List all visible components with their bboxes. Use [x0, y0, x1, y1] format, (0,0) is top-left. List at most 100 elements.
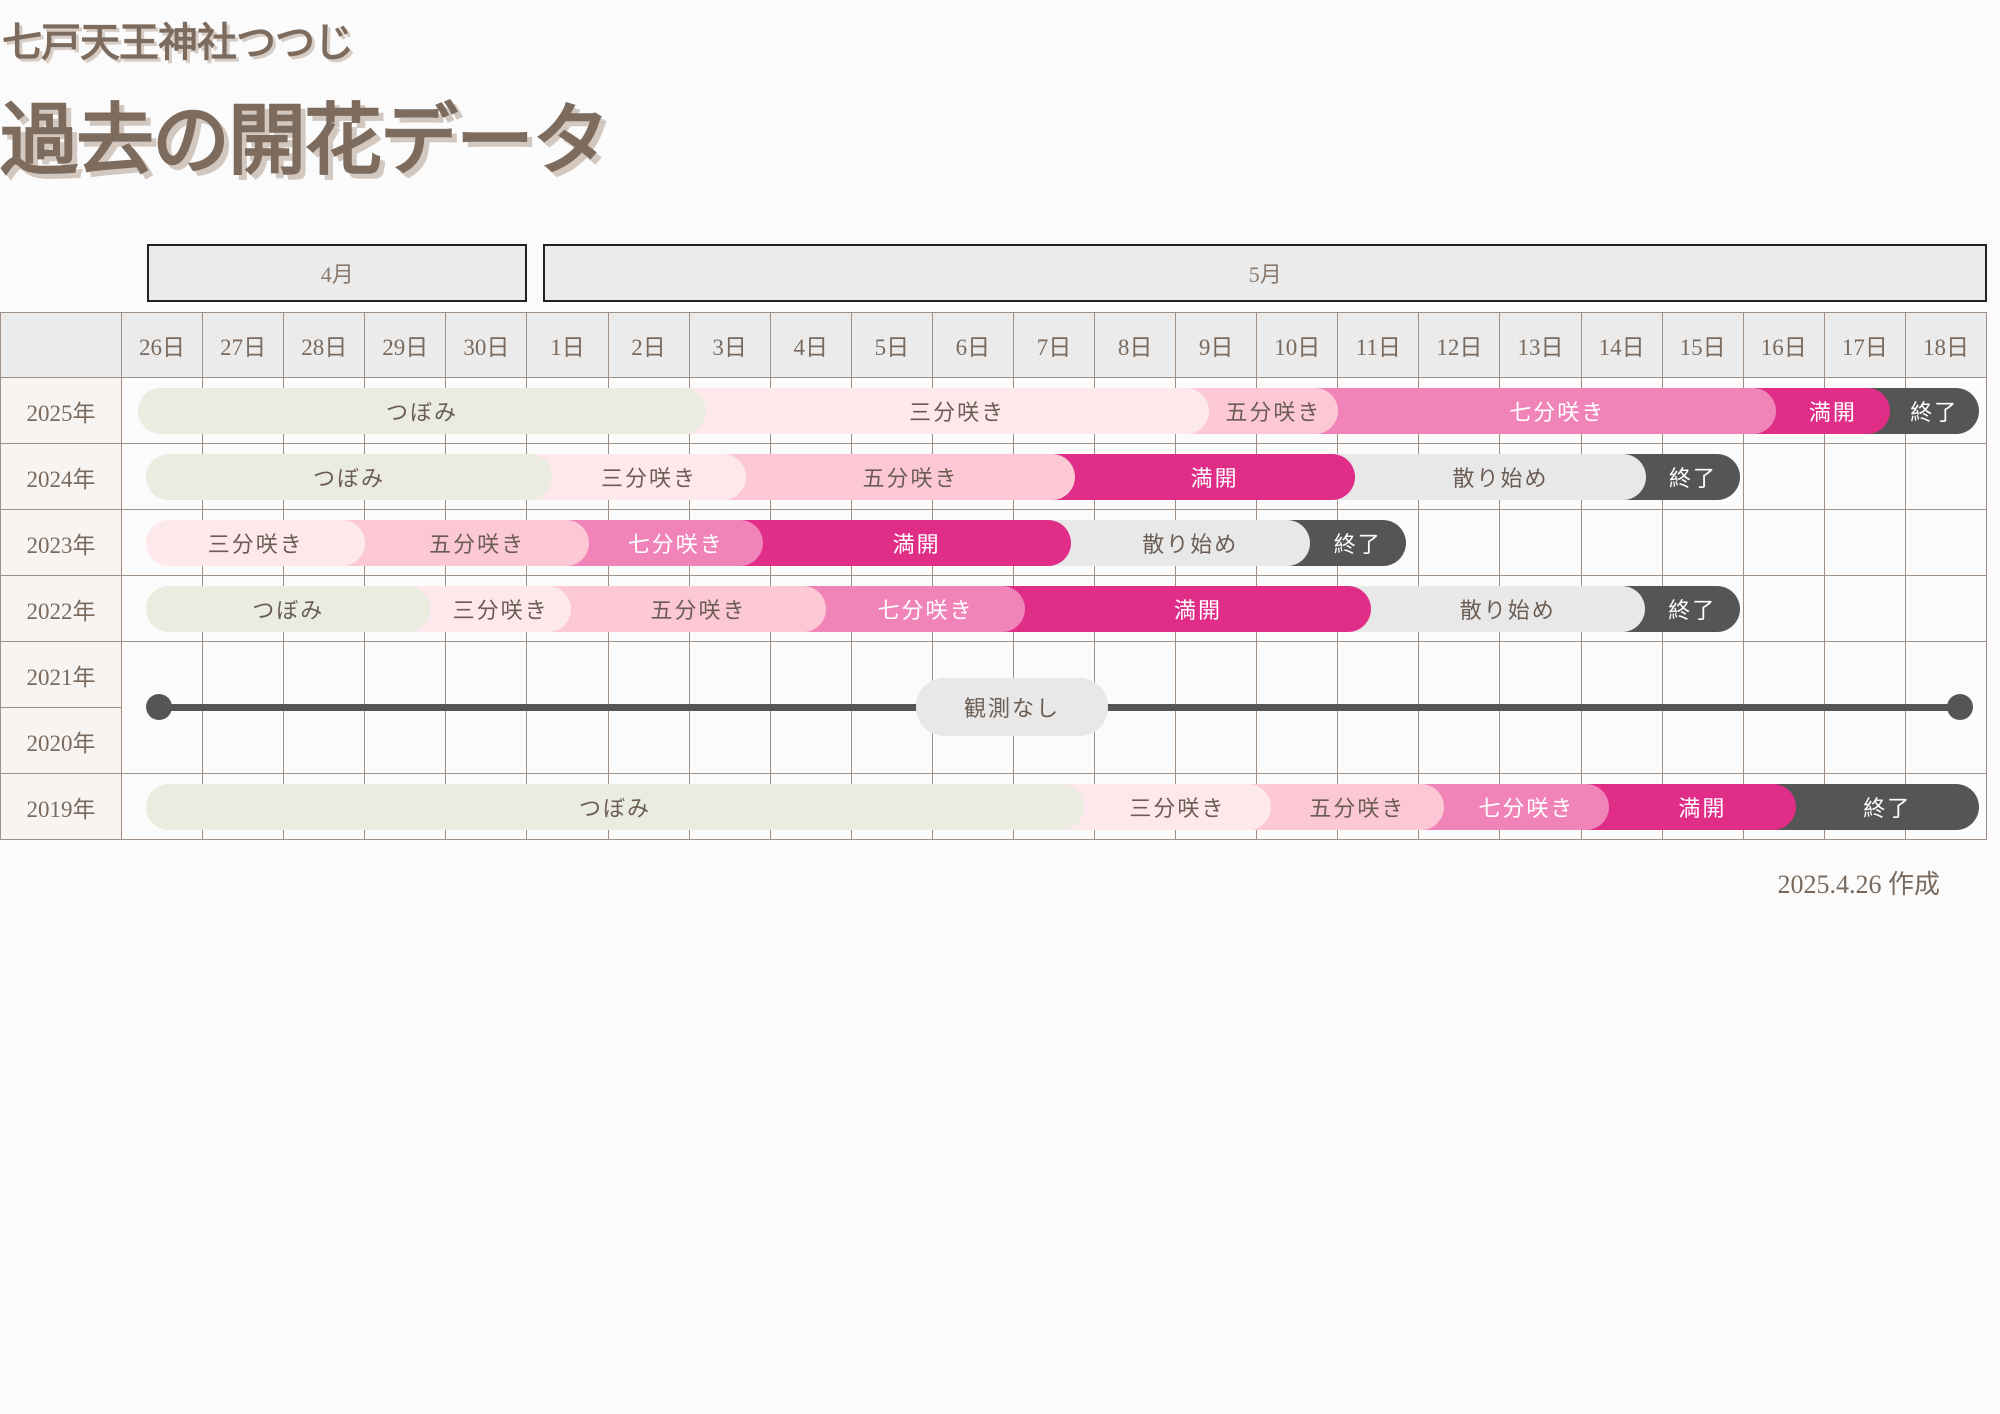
bar-segment: 三分咲き	[1053, 784, 1271, 830]
day-header: 18日	[1905, 312, 1987, 378]
bar-segment: 五分咲き	[335, 520, 590, 566]
segment-label: つぼみ	[385, 401, 459, 426]
grid-cell	[1257, 642, 1339, 708]
grid-cell	[851, 708, 933, 774]
bar-segment: 七分咲き	[1413, 784, 1610, 830]
grid-cell	[1014, 642, 1096, 708]
grid-cell	[1013, 708, 1096, 774]
grid-cell	[1824, 708, 1906, 774]
grid-cell	[689, 708, 771, 774]
bar-segment: 満開	[1044, 454, 1355, 500]
bar-segment: 終了	[1765, 784, 1979, 830]
segment-label: 終了	[1863, 797, 1912, 822]
grid-cell	[1500, 642, 1582, 708]
grid-cell	[1500, 708, 1582, 774]
grid-cell	[1419, 510, 1501, 576]
grid-cell	[1662, 510, 1744, 576]
grid-cell	[1338, 510, 1420, 576]
grid-cell	[1744, 642, 1825, 708]
segment-label: つぼみ	[252, 599, 325, 624]
day-header: 11日	[1338, 312, 1420, 378]
grid-cell	[1419, 642, 1501, 708]
page-title: 過去の開花データ	[0, 95, 610, 186]
bar-segment: 七分咲き	[1308, 388, 1777, 434]
day-header: 8日	[1095, 312, 1177, 378]
segment-label: 七分咲き	[877, 599, 974, 624]
segment-label: 散り始め	[1142, 533, 1239, 558]
grid-cell	[446, 708, 528, 774]
year-label: 2025年	[0, 378, 122, 444]
bar-segment: つぼみ	[146, 784, 1084, 830]
segment-label: 終了	[1910, 401, 1959, 426]
grid-cell	[1905, 378, 1987, 444]
grid-cell	[284, 642, 366, 708]
year-label: 2019年	[0, 774, 122, 840]
grid-cell	[1905, 774, 1987, 840]
grid-cell	[203, 642, 285, 708]
bar-segment: 満開	[1579, 784, 1796, 830]
grid-cell	[203, 708, 285, 774]
segment-label: 満開	[1173, 599, 1223, 624]
grid-cell	[1743, 510, 1825, 576]
grid-cell	[609, 642, 690, 708]
grid-cell	[122, 642, 204, 708]
day-header: 16日	[1743, 312, 1825, 378]
segment-label: 五分咲き	[862, 467, 959, 492]
segment-label: 七分咲き	[1509, 401, 1606, 426]
grid-cell	[1581, 708, 1663, 774]
grid-cell	[1581, 510, 1663, 576]
grid-cell	[1095, 708, 1177, 774]
segment-label: 終了	[1668, 599, 1717, 624]
segment-label: 七分咲き	[1478, 797, 1575, 822]
grid-cell	[1257, 708, 1339, 774]
grid-cell	[1095, 642, 1177, 708]
day-header: 28日	[284, 312, 366, 378]
day-header: 3日	[689, 312, 771, 378]
grid-cell	[933, 642, 1014, 708]
day-header: 9日	[1176, 312, 1258, 378]
year-label: 2020年	[0, 708, 122, 774]
segment-label: 満開	[1190, 467, 1239, 492]
segment-label: 三分咲き	[909, 401, 1006, 426]
day-header: 12日	[1419, 312, 1501, 378]
grid-cell	[1176, 642, 1258, 708]
grid-cell	[122, 708, 204, 774]
grid-cell	[1582, 642, 1663, 708]
year-label: 2024年	[0, 444, 122, 510]
segment-label: 五分咲き	[429, 533, 526, 558]
grid-cell	[1825, 642, 1906, 708]
year-label: 2022年	[0, 576, 122, 642]
day-header: 5日	[851, 312, 933, 378]
grid-cell	[527, 642, 609, 708]
no-observation-badge: 観測なし	[916, 678, 1108, 736]
segment-label: つぼみ	[578, 797, 651, 822]
bar-segment: 五分咲き	[1241, 784, 1444, 830]
grid-cell	[1905, 510, 1987, 576]
bar-segment: 三分咲き	[146, 520, 366, 566]
day-header: 30日	[446, 312, 528, 378]
bar-segment: つぼみ	[146, 454, 552, 500]
day-header: 6日	[932, 312, 1014, 378]
segment-label: 満開	[1678, 797, 1727, 822]
grid-cell	[1905, 576, 1987, 642]
subtitle: 七戸天王神社つつじ	[2, 19, 354, 66]
grid-cell	[1743, 576, 1825, 642]
segment-label: 散り始め	[1452, 467, 1549, 492]
day-header: 7日	[1013, 312, 1096, 378]
bar-segment: つぼみ	[146, 586, 431, 632]
grid-cell	[1824, 510, 1906, 576]
timeline-dot-end	[1947, 694, 1973, 720]
segment-label: 三分咲き	[207, 533, 304, 558]
grid-cell	[1419, 708, 1501, 774]
grid-cell	[1662, 444, 1744, 510]
grid-cell	[1824, 576, 1906, 642]
bar-segment: 満開	[732, 520, 1071, 566]
segment-label: 三分咲き	[452, 599, 549, 624]
day-header: 13日	[1500, 312, 1582, 378]
segment-label: つぼみ	[313, 467, 386, 492]
bar-segment: 三分咲き	[521, 454, 747, 500]
month-header: 4月	[147, 244, 528, 302]
grid-cell	[771, 642, 852, 708]
grid-cell	[1743, 708, 1825, 774]
grid-cell	[365, 708, 447, 774]
